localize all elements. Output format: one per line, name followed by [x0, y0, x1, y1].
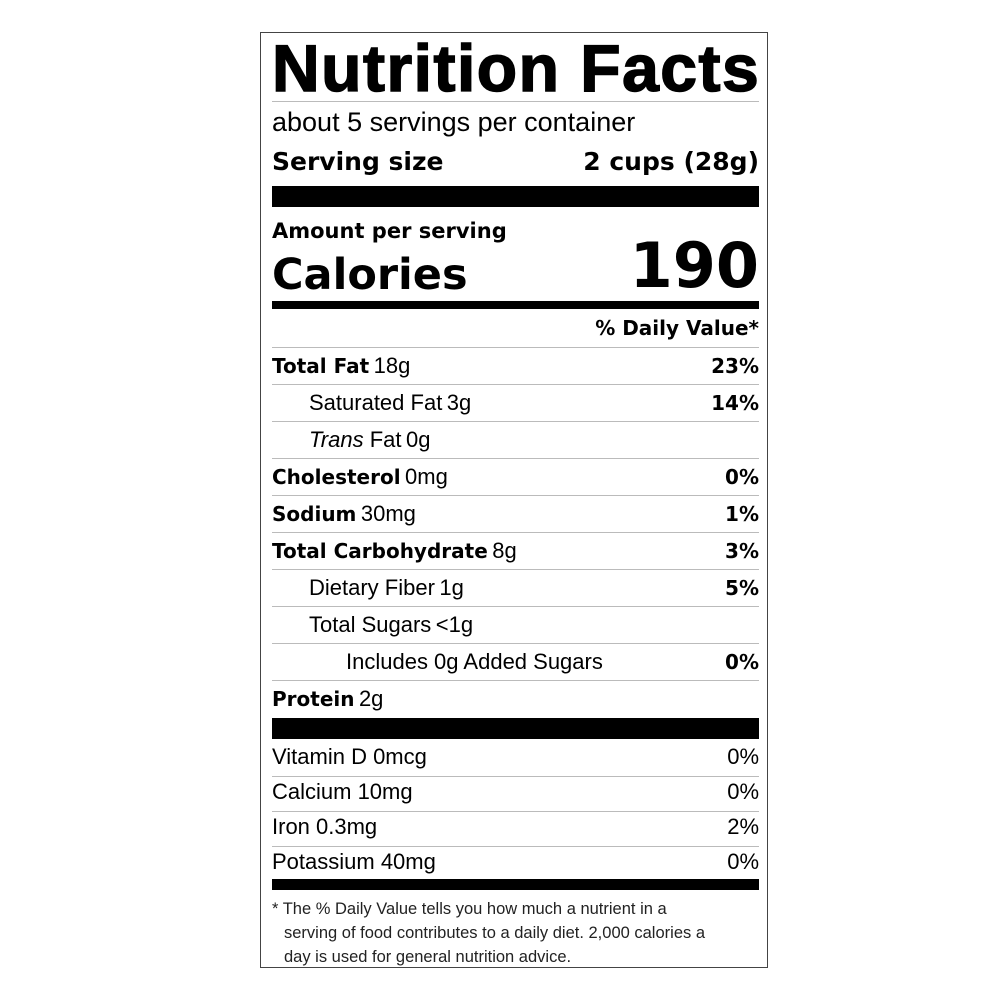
nutrient-amount: 0g	[405, 427, 431, 452]
vitamin-row: Vitamin D 0mcg 0%	[272, 744, 759, 770]
nutrient-daily-value: 5%	[725, 576, 759, 600]
nutrient-row: Dietary Fiber 1g 5%	[272, 575, 759, 601]
thick-divider	[272, 718, 759, 739]
divider	[272, 495, 759, 496]
nutrient-row: Cholesterol 0mg 0%	[272, 464, 759, 490]
vitamin-name: Calcium 10mg	[272, 779, 413, 804]
nutrient-name: Dietary Fiber 1g	[309, 575, 464, 600]
servings-per-container: about 5 servings per container	[272, 107, 636, 137]
nutrient-name: Includes 0g Added Sugars	[346, 649, 603, 674]
vitamin-daily-value: 2%	[727, 814, 759, 839]
nutrient-daily-value: 14%	[711, 391, 759, 415]
vitamin-name: Potassium 40mg	[272, 849, 436, 874]
nutrient-name: Total Sugars <1g	[309, 612, 474, 637]
nutrient-name: Trans Fat 0g	[309, 427, 431, 452]
nutrient-row: Total Carbohydrate 8g 3%	[272, 538, 759, 564]
nutrient-row: Protein 2g	[272, 686, 759, 712]
nutrient-daily-value: 0%	[725, 650, 759, 674]
nutrient-row: Total Sugars <1g	[272, 612, 759, 638]
divider	[272, 421, 759, 422]
calories-value: 190	[629, 229, 759, 302]
divider	[272, 458, 759, 459]
label-title: Nutrition Facts	[271, 31, 761, 105]
vitamin-daily-value: 0%	[727, 849, 759, 874]
serving-size-row: Serving size 2 cups (28g)	[272, 147, 759, 176]
nutrient-daily-value: 23%	[711, 354, 759, 378]
nutrient-amount: <1g	[435, 612, 474, 637]
divider	[272, 569, 759, 570]
nutrient-row: Saturated Fat 3g 14%	[272, 390, 759, 416]
nutrient-daily-value: 0%	[725, 465, 759, 489]
footnote: * The % Daily Value tells you how much a…	[272, 900, 705, 966]
nutrient-row: Trans Fat 0g	[272, 427, 759, 453]
calories-row: Calories 190	[272, 229, 759, 302]
nutrient-name: Sodium 30mg	[272, 501, 416, 526]
vitamin-row: Calcium 10mg 0%	[272, 779, 759, 805]
nutrient-amount: 1g	[439, 575, 464, 600]
nutrient-amount: 18g	[373, 353, 411, 378]
medium-divider	[272, 879, 759, 890]
nutrient-amount: 8g	[492, 538, 517, 563]
divider	[272, 680, 759, 681]
daily-value-header: % Daily Value*	[595, 316, 759, 340]
nutrient-name: Total Fat 18g	[272, 353, 411, 378]
vitamin-name: Vitamin D 0mcg	[272, 744, 427, 769]
vitamin-row: Potassium 40mg 0%	[272, 849, 759, 875]
nutrient-name: Saturated Fat 3g	[309, 390, 472, 415]
nutrient-name: Total Carbohydrate 8g	[272, 538, 517, 563]
nutrient-amount: 3g	[446, 390, 472, 415]
divider	[272, 606, 759, 607]
vitamin-daily-value: 0%	[727, 744, 759, 769]
vitamin-daily-value: 0%	[727, 779, 759, 804]
nutrient-daily-value: 3%	[725, 539, 759, 563]
nutrient-name: Cholesterol 0mg	[272, 464, 448, 489]
amount-per-serving: Amount per serving	[272, 219, 507, 243]
nutrient-amount: 0mg	[405, 464, 448, 489]
nutrient-name: Protein 2g	[272, 686, 384, 711]
serving-size-value: 2 cups (28g)	[583, 147, 759, 176]
divider	[272, 347, 759, 348]
calories-label: Calories	[272, 250, 468, 300]
medium-divider	[272, 301, 759, 309]
nutrient-row: Sodium 30mg 1%	[272, 501, 759, 527]
thick-divider	[272, 186, 759, 207]
serving-size-label: Serving size	[272, 147, 444, 176]
nutrient-amount: 30mg	[360, 501, 416, 526]
divider	[272, 776, 759, 777]
vitamin-row: Iron 0.3mg 2%	[272, 814, 759, 840]
vitamin-name: Iron 0.3mg	[272, 814, 378, 839]
nutrient-row: Total Fat 18g 23%	[272, 353, 759, 379]
divider	[272, 384, 759, 385]
nutrient-row: Includes 0g Added Sugars 0%	[272, 649, 759, 675]
nutrient-daily-value: 1%	[725, 502, 759, 526]
nutrient-amount: 2g	[358, 686, 384, 711]
nutrition-facts-label: Nutrition Facts about 5 servings per con…	[260, 32, 768, 968]
divider	[272, 532, 759, 533]
divider	[272, 643, 759, 644]
divider	[272, 101, 759, 102]
divider	[272, 811, 759, 812]
divider	[272, 846, 759, 847]
